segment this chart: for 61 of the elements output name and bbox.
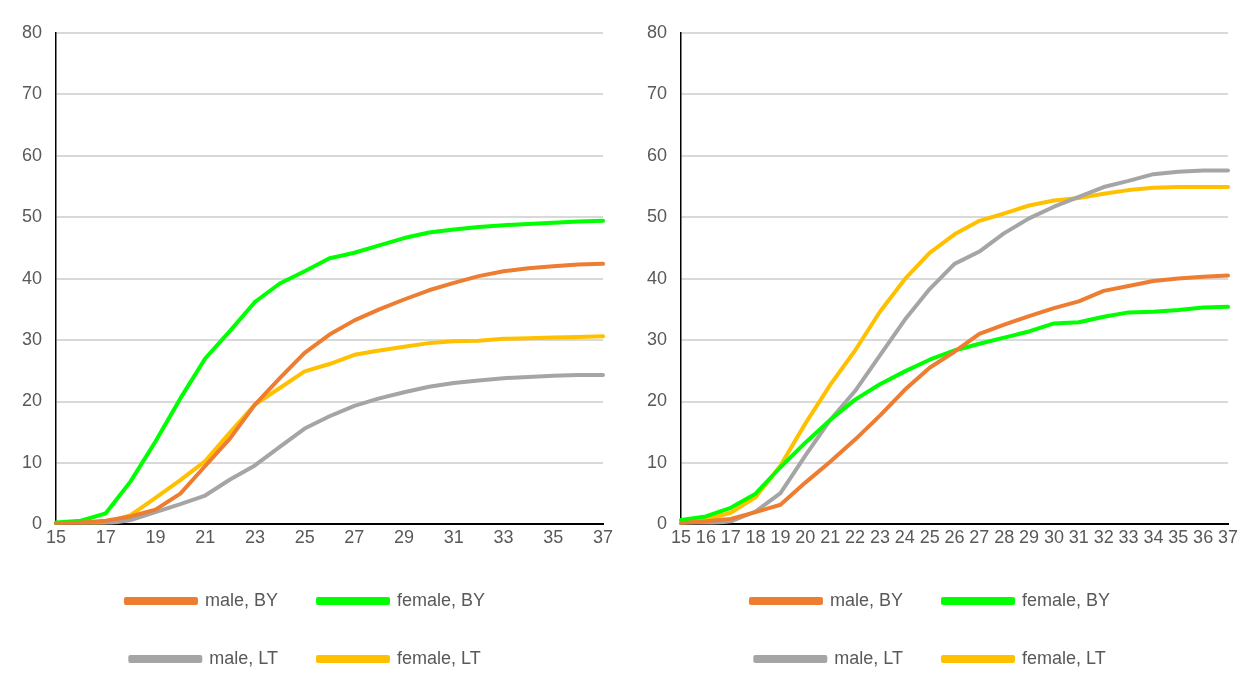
x-tick-label: 29 (1019, 527, 1040, 548)
y-tick-label: 30 (646, 329, 668, 350)
x-tick-label: 19 (770, 527, 791, 548)
legend-label: male, LT (209, 647, 278, 668)
x-tick-label: 31 (443, 527, 464, 548)
legend-label: female, LT (396, 647, 481, 668)
x-tick-label: 21 (195, 527, 216, 548)
y-tick-label: 10 (21, 451, 43, 472)
legend-label: female, BY (1021, 589, 1111, 610)
x-tick-label: 26 (944, 527, 965, 548)
x-tick-label: 31 (1068, 527, 1089, 548)
y-tick-label: 70 (21, 83, 43, 104)
x-tick-label: 23 (869, 527, 890, 548)
y-tick-label: 20 (646, 390, 668, 411)
x-tick-label: 35 (543, 527, 564, 548)
y-tick-label: 30 (21, 329, 43, 350)
y-tick-label: 50 (21, 206, 43, 227)
x-tick-label: 37 (1217, 527, 1239, 548)
x-tick-label: 24 (894, 527, 915, 548)
legend-label: male, BY (204, 589, 278, 610)
x-tick-label: 32 (1093, 527, 1114, 548)
x-tick-label: 30 (1043, 527, 1064, 548)
x-tick-label: 16 (695, 527, 716, 548)
x-tick-label: 18 (745, 527, 766, 548)
x-tick-label: 25 (919, 527, 940, 548)
legend-label: male, LT (834, 647, 903, 668)
x-tick-label: 17 (720, 527, 741, 548)
x-tick-label: 28 (994, 527, 1015, 548)
x-tick-label: 29 (394, 527, 415, 548)
y-tick-label: 0 (657, 513, 668, 534)
x-tick-label: 37 (592, 527, 614, 548)
y-tick-label: 40 (21, 267, 43, 288)
legend-label: female, LT (1021, 647, 1106, 668)
x-tick-label: 22 (845, 527, 866, 548)
y-tick-label: 70 (646, 83, 668, 104)
y-tick-label: 60 (21, 144, 43, 165)
x-tick-label: 27 (969, 527, 990, 548)
y-tick-label: 80 (646, 21, 668, 42)
legend-label: male, BY (829, 589, 903, 610)
x-tick-label: 15 (46, 527, 67, 548)
x-tick-label: 21 (820, 527, 841, 548)
x-tick-label: 33 (493, 527, 514, 548)
legend-label: female, BY (396, 589, 486, 610)
x-tick-label: 19 (145, 527, 166, 548)
x-tick-label: 17 (95, 527, 116, 548)
x-tick-label: 36 (1193, 527, 1214, 548)
x-tick-label: 25 (294, 527, 315, 548)
x-tick-label: 35 (1168, 527, 1189, 548)
y-tick-label: 20 (21, 390, 43, 411)
x-tick-label: 34 (1143, 527, 1164, 548)
x-tick-label: 15 (671, 527, 692, 548)
x-tick-label: 23 (244, 527, 265, 548)
y-tick-label: 40 (646, 267, 668, 288)
y-tick-label: 80 (21, 21, 43, 42)
x-tick-label: 27 (344, 527, 365, 548)
y-tick-label: 10 (646, 451, 668, 472)
y-tick-label: 0 (32, 513, 43, 534)
y-tick-label: 50 (646, 206, 668, 227)
x-tick-label: 33 (1118, 527, 1139, 548)
x-tick-label: 20 (795, 527, 816, 548)
y-tick-label: 60 (646, 144, 668, 165)
